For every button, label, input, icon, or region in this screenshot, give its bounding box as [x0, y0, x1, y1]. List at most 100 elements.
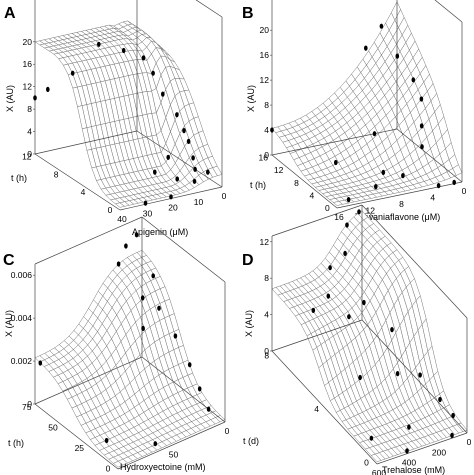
axis-edge	[141, 216, 226, 283]
z-tick-label: 20	[23, 37, 33, 47]
axis-edge	[34, 403, 119, 470]
axis-edge	[434, 0, 463, 23]
t-axis-label-a: t (h)	[11, 173, 27, 183]
data-point	[104, 437, 109, 444]
z-tick-label: 0.004	[11, 313, 33, 323]
z-tick-label: 16	[23, 59, 33, 69]
data-point	[186, 138, 191, 144]
data-points-c	[38, 232, 211, 447]
t-tick-label: 8	[264, 350, 269, 360]
data-point	[418, 372, 422, 378]
surface-mesh-b	[271, 1, 463, 206]
z-axis-label-b: X (AU)	[246, 85, 256, 112]
axis-edge	[396, 128, 463, 183]
data-point	[328, 265, 332, 271]
data-point	[346, 197, 351, 203]
axis-box-d	[271, 204, 468, 465]
x-tick-label: 400	[402, 458, 416, 468]
surface-mesh-a	[34, 20, 223, 208]
z-tick-labels-a: 0 4 8 12 16 20	[23, 37, 35, 159]
data-point	[390, 327, 394, 333]
t-tick-label: 25	[75, 443, 85, 453]
x-tick-label: 4	[430, 193, 435, 203]
data-point	[362, 299, 366, 306]
data-point	[436, 183, 441, 189]
z-tick-label: 4	[264, 310, 269, 320]
x-tick-label: 0	[225, 426, 230, 436]
data-point	[364, 45, 368, 51]
t-tick-label: 4	[314, 404, 319, 414]
data-point	[452, 179, 456, 185]
data-point	[187, 362, 192, 368]
data-point	[206, 406, 211, 412]
axis-edge	[141, 356, 226, 423]
data-point	[192, 178, 197, 184]
z-tick-labels-c: 0 0.002 0.004 0.006	[11, 270, 35, 409]
data-point	[345, 222, 349, 228]
x-tick-label: 0	[222, 191, 227, 201]
data-point	[420, 144, 424, 150]
data-point	[153, 441, 158, 447]
z-tick-label: 0.006	[11, 270, 33, 280]
data-point	[451, 412, 455, 419]
data-point	[407, 424, 411, 430]
z-tick-label: 20	[260, 25, 270, 35]
panel-letter-b: B	[242, 5, 254, 22]
data-point	[419, 96, 424, 102]
data-point	[401, 173, 405, 179]
data-point	[381, 169, 386, 175]
z-tick-label: 0	[264, 150, 269, 160]
data-point	[357, 209, 361, 215]
surface-cell	[212, 165, 223, 176]
x-tick-label: 50	[169, 450, 179, 460]
axis-edge	[34, 153, 121, 211]
z-tick-labels-b: 0 4 8 12 16 20	[260, 25, 272, 160]
axis-edge	[376, 432, 468, 465]
axis-edge	[34, 216, 143, 265]
z-tick-label: 8	[264, 273, 269, 283]
z-tick-labels-d: 0 4 8 12	[260, 237, 272, 356]
panel-letter-a: A	[4, 5, 16, 22]
panel-letter-d: D	[242, 252, 254, 269]
t-tick-label: 0	[325, 203, 330, 213]
data-point	[116, 261, 121, 267]
data-point	[70, 70, 75, 76]
z-tick-label: 0.002	[11, 356, 33, 366]
data-point	[311, 307, 316, 313]
data-point	[358, 374, 362, 381]
axis-edge	[271, 154, 338, 209]
data-point	[374, 184, 378, 190]
z-tick-label: 12	[23, 82, 33, 92]
x-tick-label: 12	[366, 206, 376, 216]
z-axis-label-c: X (AU)	[4, 310, 14, 337]
x-tick-label: 0	[467, 437, 472, 447]
t-tick-label: 8	[54, 169, 59, 179]
t-axis-label-c: t (h)	[8, 438, 24, 448]
t-tick-label: 0	[106, 464, 111, 474]
x-tick-label: 40	[117, 214, 127, 224]
x-tick-label: 200	[432, 447, 446, 457]
z-tick-label: 8	[264, 100, 269, 110]
x-axis-label-c: Hydroxyectoine (mM)	[120, 462, 206, 472]
z-tick-label: 4	[264, 125, 269, 135]
data-points-a	[33, 41, 210, 206]
data-point	[372, 131, 377, 137]
t-tick-label: 75	[22, 402, 32, 412]
data-point	[175, 176, 179, 182]
surface-mesh-d	[271, 210, 468, 463]
t-tick-label: 16	[258, 153, 268, 163]
x-axis-label-a: Apigenin (μM)	[132, 227, 188, 237]
data-point	[270, 127, 274, 133]
data-point	[161, 91, 165, 97]
data-point	[173, 333, 178, 339]
data-point	[33, 95, 37, 101]
data-point	[326, 293, 331, 299]
axis-edge	[361, 204, 468, 319]
x-axis-label-b: Taiwaniaflavone (μM)	[355, 212, 440, 222]
data-point	[182, 128, 186, 134]
axis-box-a	[34, 0, 223, 211]
z-tick-label: 4	[27, 127, 32, 137]
data-point	[124, 243, 128, 249]
surface-mesh-c	[34, 249, 226, 468]
